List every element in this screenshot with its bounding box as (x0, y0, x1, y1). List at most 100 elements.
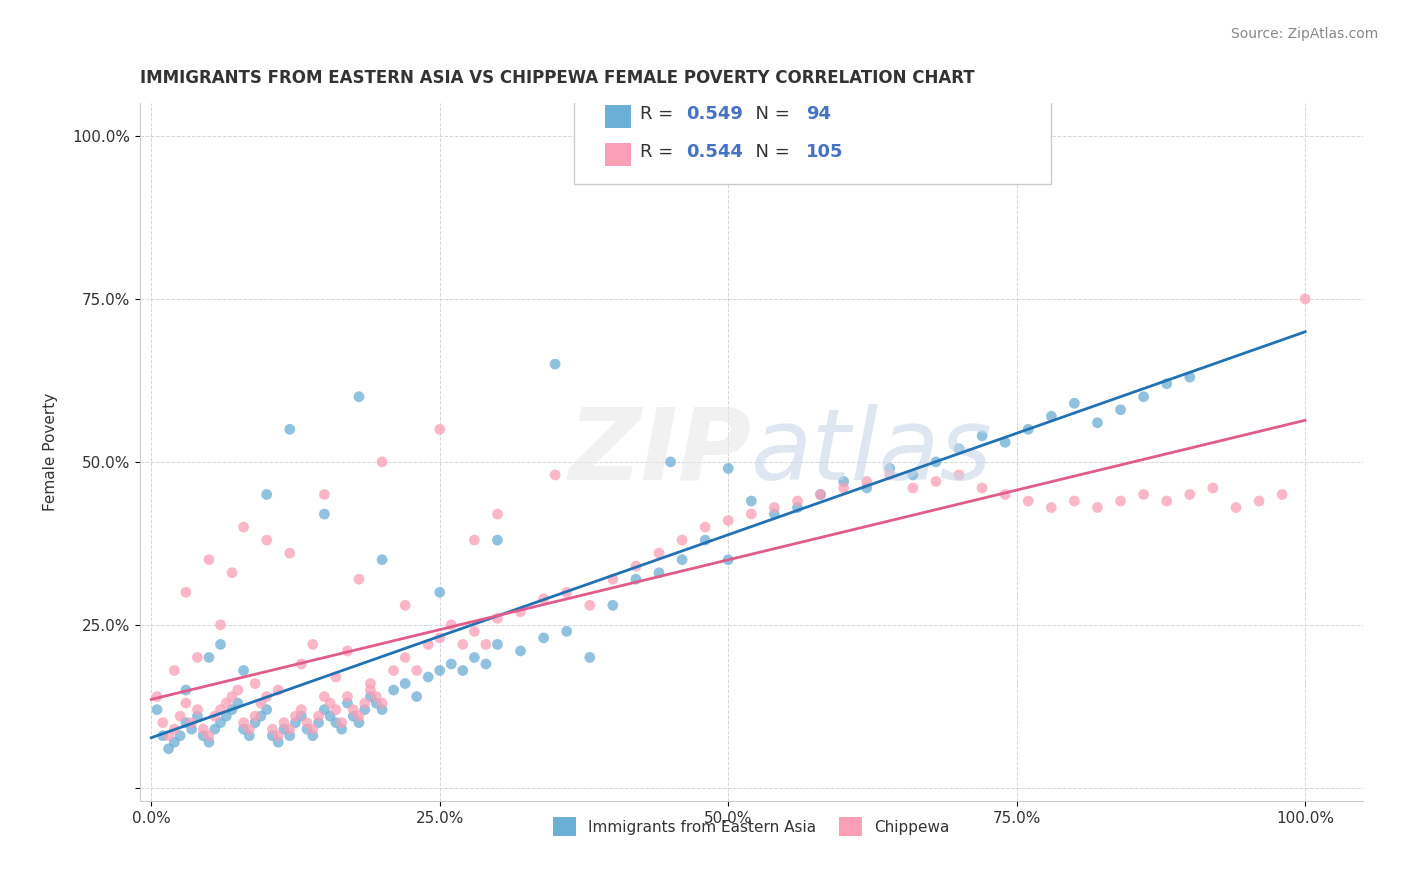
Point (146, 703, 169, 717)
Point (475, 657, 498, 671)
Point (347, 572, 370, 586)
Point (394, 650, 416, 665)
Point (371, 696, 394, 710)
Point (810, 487, 832, 501)
Point (371, 455, 394, 469)
Point (314, 703, 336, 717)
Point (250, 709, 273, 723)
Point (429, 422, 451, 436)
Point (717, 552, 740, 566)
Point (232, 520, 254, 534)
Point (186, 709, 208, 723)
Text: 94: 94 (807, 105, 831, 123)
Point (509, 605, 531, 619)
Point (970, 429, 993, 443)
Point (394, 676, 416, 690)
Point (215, 696, 238, 710)
Point (163, 664, 186, 678)
Point (163, 722, 186, 736)
Point (394, 599, 416, 613)
FancyBboxPatch shape (574, 89, 1050, 184)
Point (314, 690, 336, 704)
Text: R =: R = (640, 144, 679, 161)
Bar (605, 143, 631, 166)
Point (204, 709, 226, 723)
Text: 0.544: 0.544 (686, 144, 744, 161)
Point (366, 696, 388, 710)
Point (786, 494, 808, 508)
Point (353, 696, 375, 710)
Point (648, 546, 671, 560)
Point (763, 500, 786, 515)
Point (215, 709, 238, 723)
Point (451, 664, 474, 678)
Point (319, 696, 342, 710)
Point (353, 703, 375, 717)
Point (578, 599, 600, 613)
Point (336, 644, 359, 658)
Point (1225, 500, 1247, 515)
Point (180, 722, 202, 736)
Point (295, 722, 318, 736)
Point (1156, 376, 1178, 391)
Point (273, 722, 295, 736)
Point (994, 435, 1017, 450)
Point (243, 676, 266, 690)
Point (763, 507, 786, 521)
Text: atlas: atlas (751, 403, 993, 500)
Point (695, 533, 717, 548)
Point (994, 487, 1017, 501)
Point (186, 703, 208, 717)
Text: N =: N = (744, 105, 796, 123)
Point (1178, 487, 1201, 501)
Point (429, 585, 451, 599)
Point (347, 390, 370, 404)
Point (648, 566, 671, 580)
Point (509, 644, 531, 658)
Point (810, 487, 832, 501)
Point (1109, 402, 1132, 417)
Point (832, 481, 855, 495)
Point (533, 591, 555, 606)
Point (226, 683, 249, 698)
Point (226, 696, 249, 710)
Point (157, 729, 180, 743)
Point (174, 696, 197, 710)
Point (284, 709, 307, 723)
Bar (605, 104, 631, 128)
Point (1017, 494, 1039, 508)
Point (267, 683, 290, 698)
Point (1109, 494, 1132, 508)
Point (256, 533, 278, 548)
Point (342, 703, 364, 717)
Point (180, 715, 202, 730)
Point (382, 664, 405, 678)
Point (855, 481, 877, 495)
Point (347, 709, 370, 723)
Point (157, 741, 180, 756)
Point (371, 552, 394, 566)
Point (740, 494, 762, 508)
Point (169, 729, 191, 743)
Point (879, 461, 901, 475)
Point (659, 455, 682, 469)
Point (330, 715, 353, 730)
Point (1132, 390, 1154, 404)
Point (325, 670, 347, 684)
Point (209, 703, 232, 717)
Point (624, 572, 647, 586)
Point (832, 475, 855, 489)
Point (1087, 500, 1109, 515)
Point (544, 357, 567, 371)
Point (209, 715, 232, 730)
Point (371, 703, 394, 717)
Point (925, 475, 948, 489)
Point (198, 735, 221, 749)
Point (429, 664, 451, 678)
Point (267, 729, 290, 743)
Point (855, 475, 877, 489)
Point (624, 559, 647, 574)
Point (347, 715, 370, 730)
Point (740, 507, 762, 521)
Point (278, 729, 301, 743)
